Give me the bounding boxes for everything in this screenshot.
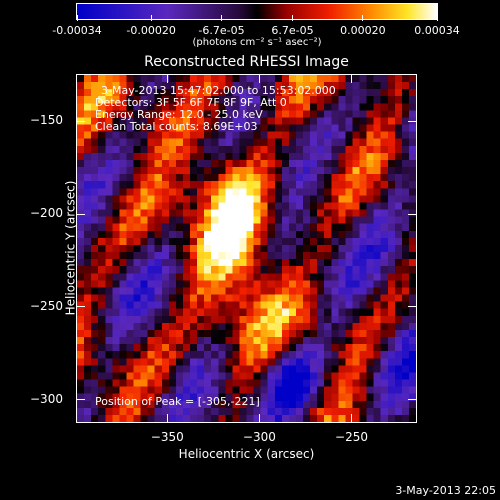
peak-position: Position of Peak = [-305,-221] [95, 395, 260, 408]
colorbar-tick [362, 15, 364, 21]
x-tick-label: −250 [335, 430, 368, 444]
reconstructed-image [77, 75, 416, 422]
colorbar-tick-label: 6.7e-05 [271, 24, 314, 37]
detectors-info: Detectors: 3F 5F 6F 7F 8F 9F, Att 0 [95, 96, 287, 109]
colorbar-tick [150, 15, 152, 21]
colorbar-units: (photons cm⁻² s⁻¹ asec⁻²) [192, 37, 322, 48]
x-tick-label: −350 [150, 430, 184, 444]
y-tick [77, 306, 85, 308]
x-tick [258, 75, 260, 83]
colorbar-tick-label: -6.7e-05 [198, 24, 245, 37]
colorbar-tick-label: 0.00020 [340, 24, 386, 37]
x-tick [351, 75, 353, 83]
y-tick-label: −250 [30, 298, 63, 313]
y-tick-label: −150 [30, 113, 63, 128]
y-tick [408, 306, 416, 308]
y-tick-label: −300 [30, 391, 63, 406]
colorbar-tick-label: 0.00034 [414, 24, 460, 37]
x-tick [351, 414, 353, 422]
x-tick-label: −300 [242, 430, 276, 444]
time-range: 3-May-2013 15:47:02.000 to 15:53:02.000 [101, 84, 336, 97]
x-tick [166, 414, 168, 422]
y-tick [408, 399, 416, 401]
colorbar-tick-label: -0.00020 [126, 24, 176, 37]
colorbar [76, 3, 438, 20]
y-axis-label: Heliocentric Y (arcsec) [63, 180, 78, 316]
y-tick [77, 399, 85, 401]
colorbar-tick [221, 15, 223, 21]
plot-title: Reconstructed RHESSI Image [144, 54, 349, 70]
y-tick [77, 120, 85, 122]
x-tick [258, 414, 260, 422]
image-plot: 3-May-2013 15:47:02.000 to 15:53:02.000 … [76, 74, 417, 423]
clean-counts: Clean Total counts: 8.69E+03 [95, 120, 258, 133]
y-tick-label: −200 [30, 206, 63, 221]
footer-date: 3-May-2013 22:05 [395, 484, 496, 497]
energy-range: Energy Range: 12.0 - 25.0 keV [95, 108, 263, 121]
x-axis-label: Heliocentric X (arcsec) [178, 447, 315, 461]
y-tick [408, 120, 416, 122]
colorbar-tick-label: -0.00034 [52, 24, 102, 37]
colorbar-tick [76, 15, 78, 21]
y-tick [408, 213, 416, 215]
colorbar-tick [436, 15, 438, 21]
y-tick [77, 213, 85, 215]
x-tick [166, 75, 168, 83]
colorbar-tick [291, 15, 293, 21]
